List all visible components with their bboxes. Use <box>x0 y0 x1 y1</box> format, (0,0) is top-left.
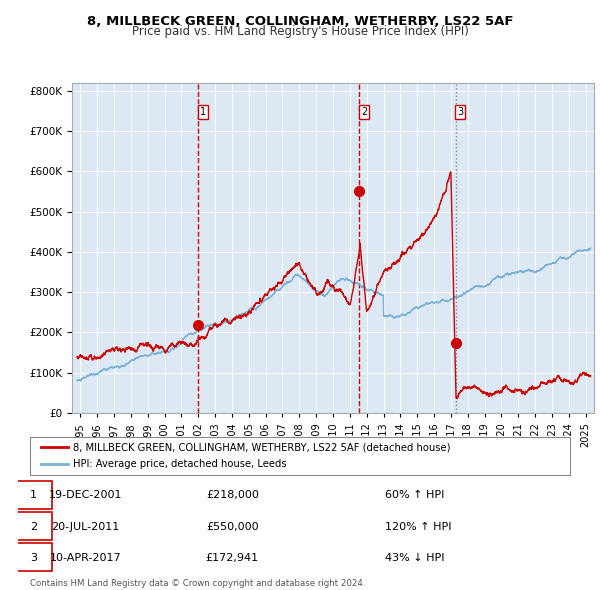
Text: £172,941: £172,941 <box>206 553 259 563</box>
Text: 60% ↑ HPI: 60% ↑ HPI <box>385 490 444 500</box>
Text: 43% ↓ HPI: 43% ↓ HPI <box>385 553 444 563</box>
FancyBboxPatch shape <box>30 437 570 475</box>
Text: 3: 3 <box>457 107 463 117</box>
Text: 19-DEC-2001: 19-DEC-2001 <box>49 490 122 500</box>
Text: £550,000: £550,000 <box>206 522 259 532</box>
FancyBboxPatch shape <box>15 543 52 571</box>
Text: 3: 3 <box>30 553 37 563</box>
FancyBboxPatch shape <box>15 481 52 509</box>
Text: HPI: Average price, detached house, Leeds: HPI: Average price, detached house, Leed… <box>73 459 287 469</box>
Text: 20-JUL-2011: 20-JUL-2011 <box>52 522 120 532</box>
FancyBboxPatch shape <box>15 512 52 540</box>
Text: 1: 1 <box>30 490 37 500</box>
Text: 2: 2 <box>29 522 37 532</box>
Text: Contains HM Land Registry data © Crown copyright and database right 2024.
This d: Contains HM Land Registry data © Crown c… <box>30 579 365 590</box>
Text: 10-APR-2017: 10-APR-2017 <box>50 553 121 563</box>
Text: 8, MILLBECK GREEN, COLLINGHAM, WETHERBY, LS22 5AF (detached house): 8, MILLBECK GREEN, COLLINGHAM, WETHERBY,… <box>73 442 451 453</box>
Text: Price paid vs. HM Land Registry's House Price Index (HPI): Price paid vs. HM Land Registry's House … <box>131 25 469 38</box>
Text: 1: 1 <box>199 107 206 117</box>
Text: 2: 2 <box>361 107 367 117</box>
Text: £218,000: £218,000 <box>206 490 259 500</box>
Text: 120% ↑ HPI: 120% ↑ HPI <box>385 522 451 532</box>
Text: 8, MILLBECK GREEN, COLLINGHAM, WETHERBY, LS22 5AF: 8, MILLBECK GREEN, COLLINGHAM, WETHERBY,… <box>87 15 513 28</box>
